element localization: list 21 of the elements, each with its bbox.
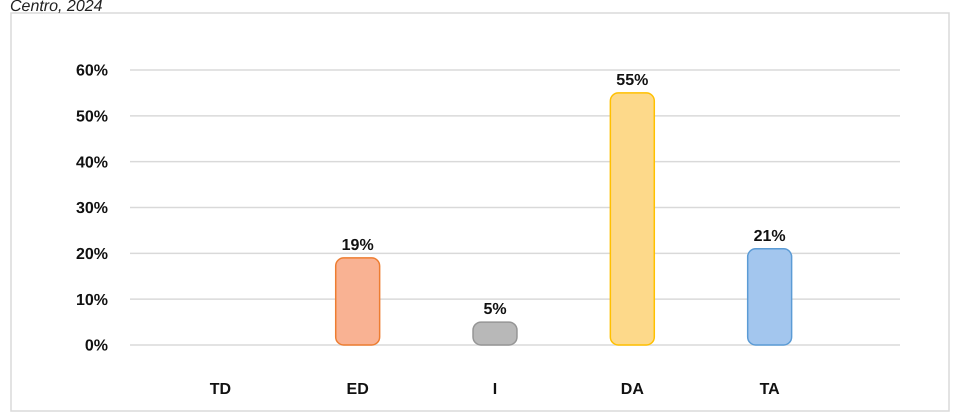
bar [472,321,518,346]
bar [334,257,380,346]
y-tick-label: 40% [76,154,108,172]
y-tick-label: 30% [76,200,108,218]
bar [610,92,656,346]
data-label: 19% [342,236,374,254]
x-tick-label: TD [210,381,232,398]
x-tick-label: TA [760,381,780,398]
y-tick-label: 0% [84,338,108,355]
y-tick-label: 10% [76,292,108,309]
y-tick-label: 60% [76,62,108,80]
y-tick-label: 50% [76,108,108,126]
y-tick-label: 20% [76,246,108,263]
chart-title: Centro, 2024 [10,0,103,15]
x-tick-label: ED [346,381,369,398]
bar [746,248,792,346]
data-label: 21% [754,228,786,245]
data-label: 5% [483,301,507,318]
x-tick-label: I [492,381,498,398]
data-label: 55% [616,72,648,89]
x-tick-label: DA [620,381,644,398]
